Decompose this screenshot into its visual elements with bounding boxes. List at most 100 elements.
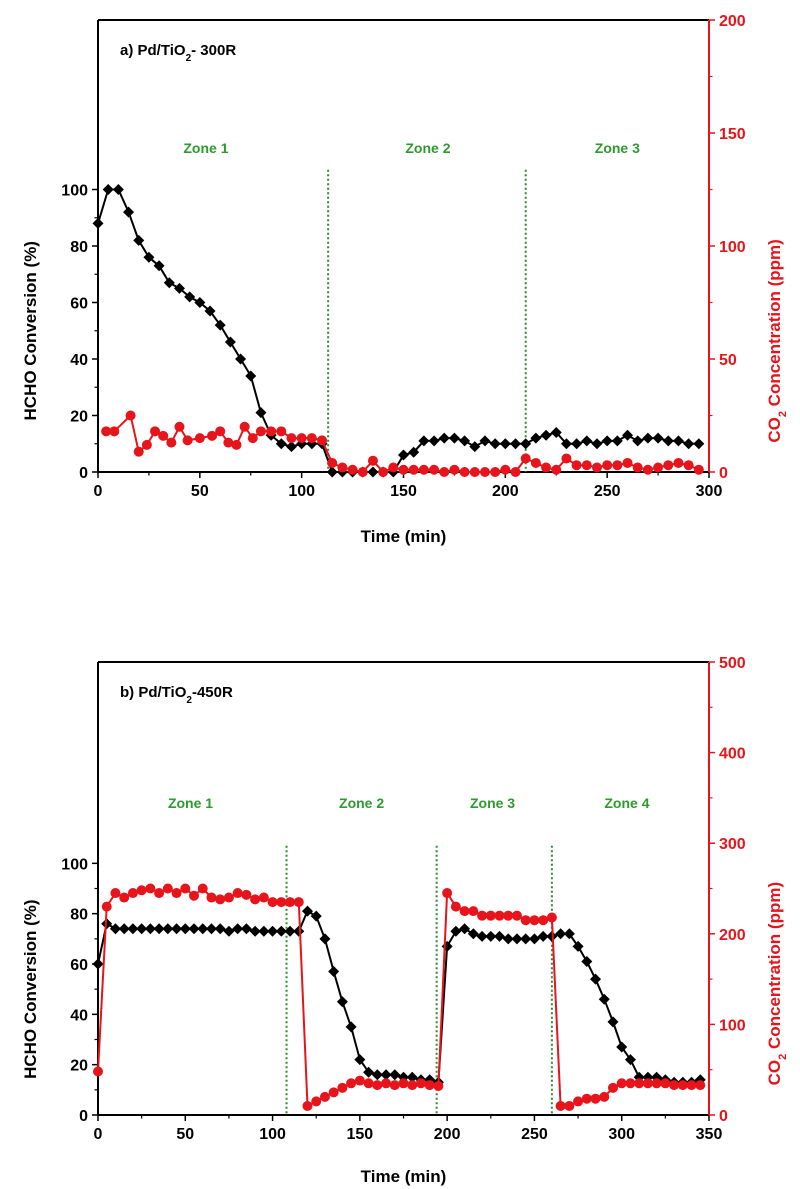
conversion-point [326,466,338,478]
conversion-point [328,966,340,978]
co2-point [389,1080,400,1091]
conversion-point [267,925,279,937]
conversion-point [102,184,114,195]
conversion-point [459,435,471,447]
conversion-point [133,234,145,246]
conversion-point [476,930,488,942]
co2-point [267,897,278,908]
co2-point [286,433,297,444]
conversion-point [598,993,610,1005]
conversion-point [601,435,613,447]
conversion-point [489,438,501,450]
co2-point [241,889,252,900]
co2-point [530,457,541,468]
y2-tick-label: 400 [719,746,746,763]
co2-point [327,457,338,468]
y2-axis-label: CO2 Concentration (ppm) [765,239,789,443]
co2-point [223,437,234,448]
co2-point [490,467,501,477]
conversion-point [214,319,226,331]
co2-point [693,464,704,475]
co2-point [378,467,389,477]
conversion-point [616,1041,628,1053]
co2-point [424,1080,435,1091]
y-tick-label: 40 [70,352,88,369]
conversion-point [591,438,603,450]
conversion-point [441,940,453,952]
co2-point [651,1078,662,1089]
panel-title: a) Pd/TiO2- 300R [120,42,236,64]
conversion-point [285,441,297,453]
y2-tick-label: 100 [719,239,746,256]
y-tick-label: 40 [70,1007,88,1024]
co2-point [622,457,633,468]
y2-tick-label: 100 [719,1017,746,1034]
y-axis-label: HCHO Conversion (%) [21,241,40,420]
conversion-point [560,438,572,450]
co2-point [511,910,522,921]
co2-point [673,457,684,468]
y2-axis-label: CO2 Concentration (ppm) [765,882,789,1086]
conversion-point [194,297,206,308]
conversion-point [520,933,532,945]
conversion-point [92,217,104,229]
conversion-point [494,930,506,942]
co2-point [363,1078,374,1089]
co2-point [337,462,348,473]
conversion-point [550,426,562,438]
co2-point [546,912,557,923]
conversion-series-line [97,909,701,1084]
co2-point [101,901,112,912]
conversion-point [406,1071,418,1083]
co2-point [602,460,613,471]
conversion-point [367,466,379,478]
panel-title: b) Pd/TiO2-450R [120,684,233,706]
co2-point [442,888,453,899]
co2-point [599,1091,610,1102]
co2-point [93,1066,103,1077]
conversion-point [162,923,174,935]
co2-point [625,1078,636,1089]
co2-point [346,1078,357,1089]
conversion-point [672,435,684,447]
co2-point [101,426,112,437]
y2-tick-label: 50 [719,352,737,369]
y-tick-label: 20 [70,1058,88,1075]
co2-point [607,1082,618,1093]
co2-point [119,892,130,903]
conversion-point [153,923,165,935]
co2-point [311,1096,322,1107]
co2-point [634,1078,645,1089]
y-tick-label: 60 [70,957,88,974]
x-tick-label: 200 [492,483,519,500]
co2-point [541,462,552,473]
conversion-point [408,446,420,458]
y-tick-label: 100 [61,183,88,200]
co2-point [206,892,217,903]
co2-point [110,888,121,899]
conversion-point [258,925,270,937]
co2-point [266,426,277,437]
co2-point [669,1080,680,1091]
conversion-point [214,923,226,935]
co2-point [477,910,488,921]
conversion-point [284,925,296,937]
co2-point [367,455,378,466]
conversion-point [275,438,287,450]
conversion-point [184,291,196,303]
zone-label: Zone 3 [595,140,640,156]
co2-point [449,464,460,475]
co2-point [686,1080,697,1091]
zone-label: Zone 1 [183,140,228,156]
conversion-point [205,923,217,935]
y-tick-label: 100 [61,856,88,873]
conversion-point [530,432,542,444]
co2-point [258,892,269,903]
conversion-point [171,923,183,935]
conversion-point [469,441,481,453]
y-tick-label: 80 [70,239,88,256]
conversion-point [428,435,440,447]
conversion-point [144,923,156,935]
conversion-point [179,923,191,935]
conversion-point [555,928,567,940]
